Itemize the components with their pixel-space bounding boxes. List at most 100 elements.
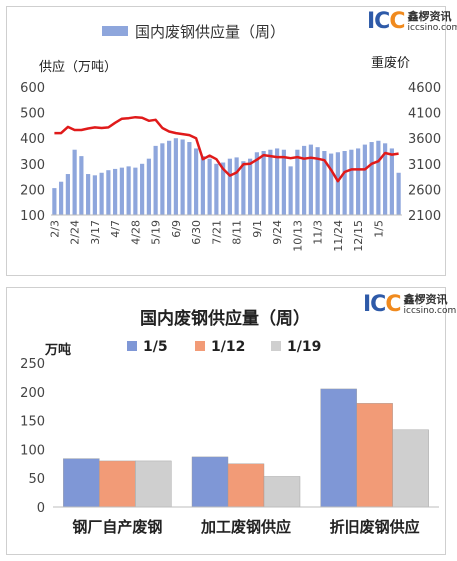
supply-bar <box>227 158 232 215</box>
x-tick-label: 4/7 <box>109 220 122 238</box>
supply-bar <box>234 157 239 215</box>
x-tick-label: 11/24 <box>332 220 345 252</box>
supply-bar <box>133 167 138 215</box>
bar-1-5 <box>63 458 100 508</box>
supply-bar <box>72 149 77 215</box>
supply-bar <box>160 143 165 215</box>
x-tick-label: 4/28 <box>129 220 142 245</box>
left-tick-label: 200 <box>20 183 45 198</box>
chart-title: 国内废钢供应量（周） <box>140 308 310 329</box>
x-tick-label: 3/17 <box>89 220 102 245</box>
legend-label: 1/12 <box>211 339 245 355</box>
x-tick-label: 10/13 <box>291 220 304 252</box>
supply-bar <box>106 170 111 215</box>
y-tick-label: 0 <box>37 501 45 516</box>
y-tick-label: 200 <box>20 386 45 401</box>
supply-bar <box>308 144 313 215</box>
x-tick-label: 6/30 <box>190 220 203 245</box>
supply-bar <box>281 149 286 215</box>
supply-bar <box>275 148 280 215</box>
right-tick-label: 3600 <box>408 132 441 147</box>
supply-bar <box>187 142 192 215</box>
supply-bar <box>140 163 145 215</box>
bar-1-5 <box>320 388 357 508</box>
bar-1-12 <box>356 403 393 508</box>
supply-bar <box>52 188 57 215</box>
supply-bar <box>302 145 307 215</box>
bar-1-19 <box>263 476 301 508</box>
supply-bar <box>241 161 246 215</box>
icc-logo-2: ICC 鑫椤资讯 iccsino.com <box>363 292 457 317</box>
bar-1-5 <box>191 456 229 508</box>
bar-1-12 <box>227 463 265 508</box>
supply-bar <box>322 151 327 215</box>
heavy-scrap-price-line <box>54 115 399 183</box>
supply-bar <box>396 172 401 215</box>
y-tick-label: 50 <box>28 472 45 487</box>
legend-label: 1/19 <box>287 339 321 355</box>
supply-breakdown-chart: 国内废钢供应量（周） 万吨 1/5 1/12 1/19 0 50 100 150 200 250 钢厂… <box>20 308 439 536</box>
x-tick-label: 12/15 <box>352 220 365 252</box>
y-axis-label: 万吨 <box>44 342 71 358</box>
supply-bar <box>99 172 104 215</box>
supply-bar <box>153 145 158 215</box>
supply-bar <box>389 148 394 215</box>
right-tick-label: 3100 <box>408 158 441 173</box>
supply-bar <box>221 162 226 215</box>
right-tick-label: 4100 <box>408 107 441 122</box>
supply-bar <box>92 175 97 215</box>
supply-bar <box>207 158 212 215</box>
supply-bar <box>146 158 151 215</box>
supply-bar <box>288 166 293 215</box>
supply-bar <box>383 143 388 215</box>
icc-logo: ICC 鑫椤资讯 iccsino.com <box>367 9 457 34</box>
x-tick-label: 9/24 <box>271 220 284 245</box>
supply-bar <box>248 158 253 215</box>
supply-bar <box>295 149 300 215</box>
supply-bar <box>349 149 354 215</box>
chart-panel-weekly-supply: 国内废钢供应量（周） 供应（万吨） 重废价 100 200 300 400 500 600 210… <box>6 6 457 276</box>
category-label: 钢厂自产废钢 <box>72 518 162 536</box>
weekly-supply-chart: 国内废钢供应量（周） 供应（万吨） 重废价 100 200 300 400 500 600 210… <box>20 23 441 252</box>
legend-swatch <box>127 341 137 351</box>
supply-bar <box>356 148 361 215</box>
supply-bar <box>167 140 172 215</box>
y-tick-label: 100 <box>20 443 45 458</box>
supply-bar <box>173 138 178 215</box>
supply-bar <box>254 152 259 215</box>
right-tick-label: 2600 <box>408 183 441 198</box>
supply-bar <box>362 144 367 215</box>
bar-1-19 <box>392 429 429 508</box>
supply-bar <box>376 140 381 215</box>
category-label: 折旧废钢供应 <box>330 518 420 536</box>
category-label: 加工废钢供应 <box>200 518 291 536</box>
supply-bar <box>194 148 199 215</box>
legend-label: 1/5 <box>143 339 168 355</box>
right-tick-label: 2100 <box>408 209 441 224</box>
supply-bar <box>329 153 334 215</box>
x-tick-label: 8/11 <box>231 220 244 245</box>
x-tick-label: 9/1 <box>251 220 264 238</box>
y-tick-label: 250 <box>20 357 45 372</box>
supply-bar <box>119 167 124 215</box>
x-tick-label: 11/3 <box>312 220 325 245</box>
x-tick-label: 2/24 <box>69 220 82 245</box>
supply-bar <box>113 168 118 215</box>
chart-panel-supply-breakdown: 国内废钢供应量（周） 万吨 1/5 1/12 1/19 0 50 100 150 200 250 钢厂… <box>6 287 456 555</box>
legend-swatch <box>195 341 205 351</box>
chart-title: 国内废钢供应量（周） <box>135 23 285 41</box>
supply-bar <box>59 181 64 215</box>
y-tick-label: 150 <box>20 415 45 430</box>
supply-bar <box>369 142 374 215</box>
legend-swatch-supply <box>102 26 128 36</box>
bar-1-19 <box>135 460 172 508</box>
right-tick-label: 4600 <box>408 81 441 96</box>
right-axis-label: 重废价 <box>371 55 410 71</box>
left-tick-label: 100 <box>20 209 45 224</box>
left-tick-label: 300 <box>20 158 45 173</box>
supply-bar <box>214 163 219 215</box>
supply-bar <box>126 166 131 215</box>
supply-bar <box>261 151 266 215</box>
legend-swatch <box>271 341 281 351</box>
left-tick-label: 400 <box>20 132 45 147</box>
